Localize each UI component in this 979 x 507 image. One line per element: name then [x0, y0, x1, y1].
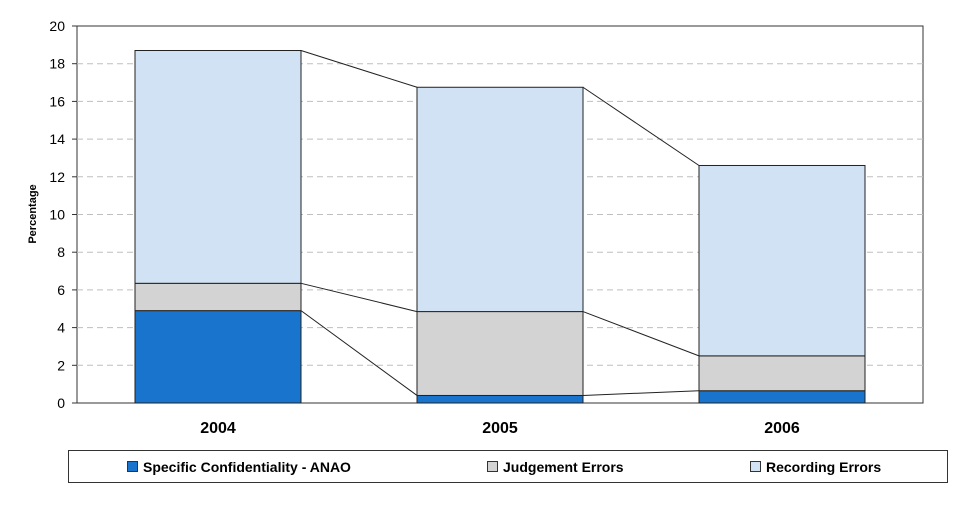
- legend-label: Specific Confidentiality - ANAO: [143, 458, 351, 475]
- x-axis-ticks: 2004 2005 2006: [200, 420, 800, 437]
- y-tick-label: 2: [57, 357, 65, 373]
- legend-item-judgement-errors: Judgement Errors: [487, 451, 624, 482]
- bar-2006-specific-confidentiality-anao: [698, 390, 866, 404]
- bar-2006-judgement-errors: [698, 355, 866, 392]
- legend-item-specific-confidentiality: Specific Confidentiality - ANAO: [127, 451, 351, 482]
- legend-item-recording-errors: Recording Errors: [750, 451, 881, 482]
- legend-label: Judgement Errors: [503, 458, 624, 475]
- y-tick-label: 10: [49, 207, 65, 223]
- bar-2004-recording-errors: [134, 50, 302, 284]
- bar-2004-judgement-errors: [134, 282, 302, 312]
- bar-2004-specific-confidentiality-anao: [134, 310, 302, 404]
- y-tick-label: 4: [57, 320, 65, 336]
- series-line: [300, 310, 418, 396]
- y-tick-label: 12: [49, 169, 65, 185]
- y-tick-label: 18: [49, 56, 65, 72]
- y-tick-label: 8: [57, 244, 65, 260]
- bar-2005-recording-errors: [416, 86, 584, 313]
- series-line: [300, 50, 418, 88]
- y-axis-ticks: 0 2 4 6 8 10 12 14 16 18 20: [49, 18, 77, 411]
- bar-2005-specific-confidentiality-anao: [416, 394, 584, 404]
- bar-2006-recording-errors: [698, 164, 866, 357]
- bars: [134, 50, 866, 404]
- series-line: [300, 282, 418, 313]
- y-tick-label: 6: [57, 282, 65, 298]
- x-tick-label: 2005: [482, 420, 518, 437]
- y-tick-label: 0: [57, 395, 65, 411]
- x-tick-label: 2006: [764, 420, 800, 437]
- series-lines: [300, 50, 700, 396]
- bar-2005-judgement-errors: [416, 311, 584, 396]
- legend: Specific Confidentiality - ANAO Judgemen…: [68, 450, 948, 483]
- x-tick-label: 2004: [200, 420, 236, 437]
- series-line: [582, 390, 700, 396]
- series-line: [582, 86, 700, 166]
- legend-swatch-specific-confidentiality: [127, 461, 138, 472]
- legend-swatch-recording-errors: [750, 461, 761, 472]
- y-tick-label: 20: [49, 18, 65, 34]
- y-tick-label: 14: [49, 131, 65, 147]
- legend-swatch-judgement-errors: [487, 461, 498, 472]
- y-axis-label: Percentage: [27, 184, 39, 243]
- y-tick-label: 16: [49, 93, 65, 109]
- series-line: [582, 311, 700, 357]
- legend-label: Recording Errors: [766, 458, 882, 475]
